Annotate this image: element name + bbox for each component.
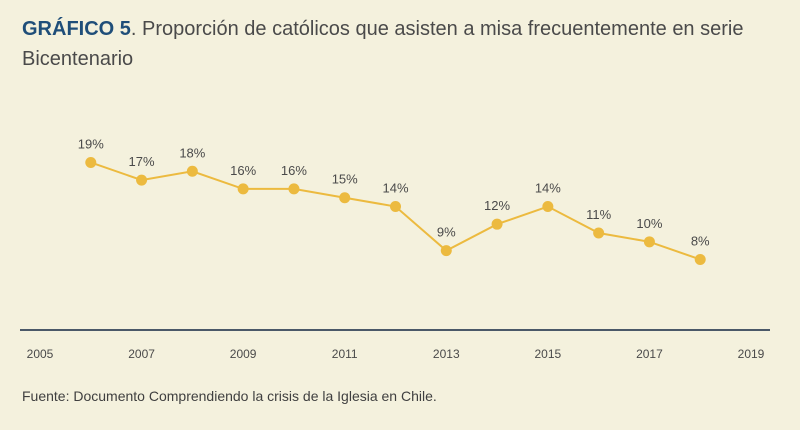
data-point	[288, 183, 300, 195]
data-point	[593, 227, 605, 239]
chart-title-text: . Proporción de católicos que asisten a …	[22, 18, 744, 70]
data-point	[136, 174, 148, 186]
series-layer: 19% 17% 18% 16% 16% 15% 14% 9% 12% 14% 11% 10% 8%	[78, 136, 710, 265]
data-label: 12%	[484, 198, 510, 213]
x-tick-label: 2015	[535, 347, 562, 361]
data-label: 16%	[281, 163, 307, 178]
x-tick-label: 2005	[27, 347, 54, 361]
data-label: 19%	[78, 136, 104, 151]
x-tick-label: 2013	[433, 347, 460, 361]
data-label: 11%	[586, 207, 611, 222]
data-label: 14%	[382, 181, 408, 196]
data-point	[440, 245, 452, 257]
data-label: 10%	[636, 216, 662, 231]
data-label: 17%	[129, 154, 155, 169]
x-tick-label: 2011	[332, 347, 358, 361]
x-tick-label: 2019	[738, 347, 765, 361]
data-label: 18%	[179, 145, 205, 160]
x-tick-label: 2017	[636, 347, 663, 361]
chart-title-label: GRÁFICO 5	[22, 18, 131, 40]
data-point	[237, 183, 249, 195]
data-point	[694, 253, 706, 265]
x-tick-labels: 2005 2007 2009 2011 2013 2015 2017 2019	[27, 347, 765, 361]
chart-title: GRÁFICO 5. Proporción de católicos que a…	[22, 14, 782, 74]
data-label: 14%	[535, 181, 561, 196]
data-label: 15%	[332, 172, 358, 187]
source-note: Fuente: Documento Comprendiendo la crisi…	[22, 388, 437, 404]
line-chart: 19% 17% 18% 16% 16% 15% 14% 9% 12% 14% 11% 10% 8% 20…	[20, 136, 770, 361]
data-point	[643, 236, 655, 248]
x-tick-label: 2007	[128, 347, 155, 361]
data-label: 16%	[230, 163, 256, 178]
data-label: 9%	[437, 225, 456, 240]
data-point	[339, 192, 351, 204]
data-label: 8%	[691, 233, 710, 248]
data-point	[390, 201, 401, 213]
data-point	[491, 218, 503, 230]
data-point	[186, 165, 198, 177]
x-tick-label: 2009	[230, 347, 257, 361]
data-point	[85, 156, 97, 168]
data-point	[542, 201, 554, 213]
